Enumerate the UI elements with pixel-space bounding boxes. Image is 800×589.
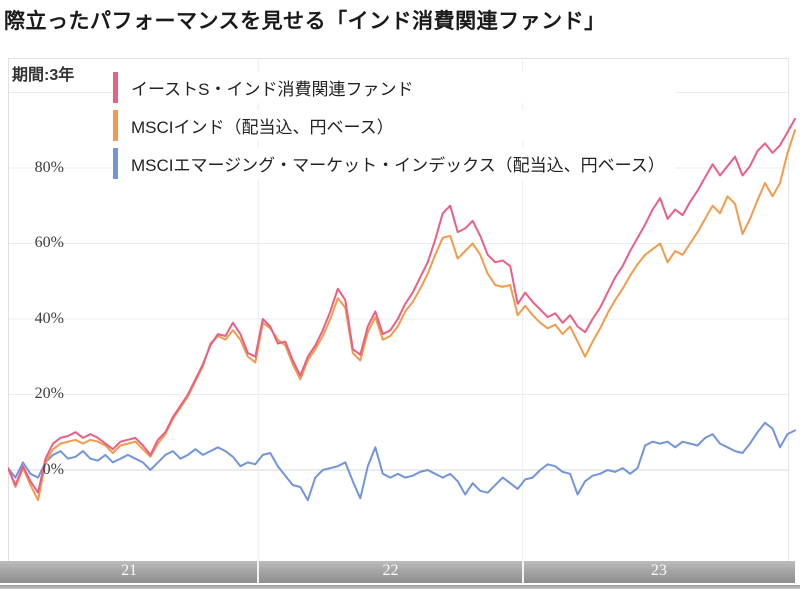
- legend-item: イーストS・インド消費関連ファンド: [113, 72, 675, 103]
- series-line: [8, 421, 796, 502]
- y-tick-label: 60%: [34, 234, 64, 252]
- legend: イーストS・インド消費関連ファンド MSCIインド（配当込、円ベース） MSCIエマ…: [113, 72, 675, 186]
- legend-label: MSCIエマージング・マーケット・インデックス（配当込、円ベース）: [131, 156, 665, 175]
- series-line: [8, 117, 796, 494]
- period-label: 期間:3年: [12, 61, 81, 85]
- legend-label: MSCIインド（配当込、円ベース）: [131, 118, 394, 137]
- y-tick-label: 0%: [42, 461, 64, 478]
- x-year-label: 21: [121, 562, 138, 579]
- x-year-label: 23: [650, 562, 667, 579]
- legend-color-bar: [113, 72, 118, 103]
- legend-item: MSCIインド（配当込、円ベース）: [113, 110, 675, 141]
- legend-label: イーストS・インド消費関連ファンド: [131, 80, 414, 99]
- x-axis-band[interactable]: 21 22 23: [0, 561, 795, 583]
- legend-color-bar: [113, 110, 118, 141]
- legend-item: MSCIエマージング・マーケット・インデックス（配当込、円ベース）: [113, 148, 675, 179]
- chart-title: 際立ったパフォーマンスを見せる「インド消費関連ファンド」: [4, 10, 606, 33]
- bottom-strip: [0, 585, 800, 589]
- y-tick-label: 80%: [34, 158, 64, 176]
- legend-color-bar: [113, 148, 118, 179]
- y-tick-label: 20%: [34, 385, 64, 403]
- x-year-label: 22: [382, 562, 399, 579]
- series-line: [8, 129, 796, 502]
- y-tick-label: 40%: [34, 309, 64, 327]
- x-band-divider: [521, 561, 524, 583]
- x-band-divider: [257, 561, 260, 583]
